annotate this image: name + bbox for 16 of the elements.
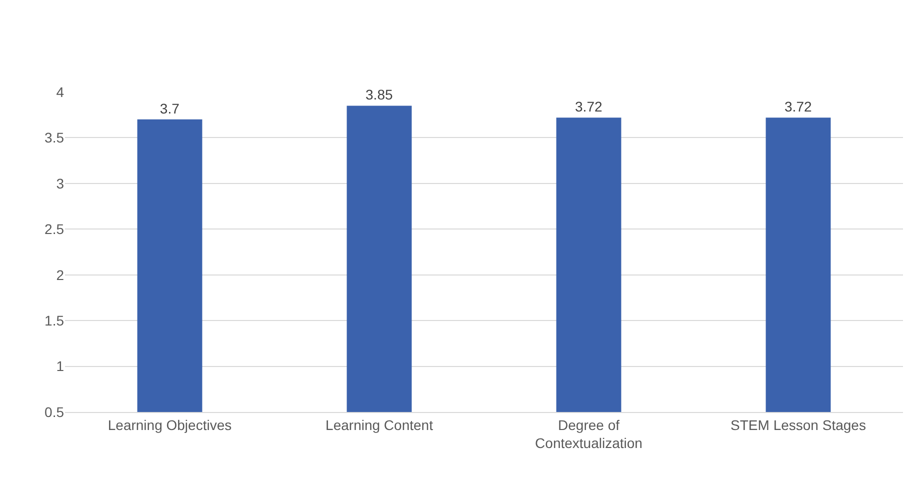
x-tick-label: Learning Objectives <box>108 416 232 433</box>
y-tick-label: 4 <box>56 84 64 100</box>
data-label: 3.72 <box>575 98 602 115</box>
y-tick-label: 1.5 <box>44 312 64 328</box>
x-tick-label: Degree of Contextualization <box>535 416 642 451</box>
y-tick-label: 3.5 <box>44 130 64 146</box>
data-label: 3.72 <box>784 98 812 115</box>
x-tick-label: Learning Content <box>326 416 434 433</box>
y-tick-label: 2.5 <box>44 221 64 238</box>
data-label: 3.7 <box>160 100 180 116</box>
y-tick-label: 2 <box>56 266 64 283</box>
y-tick-label: 0.5 <box>44 404 64 420</box>
data-label: 3.85 <box>366 86 393 103</box>
x-tick-label: STEM Lesson Stages <box>730 416 866 433</box>
y-tick-label: 3 <box>56 175 64 192</box>
y-tick-label: 1 <box>56 358 64 374</box>
